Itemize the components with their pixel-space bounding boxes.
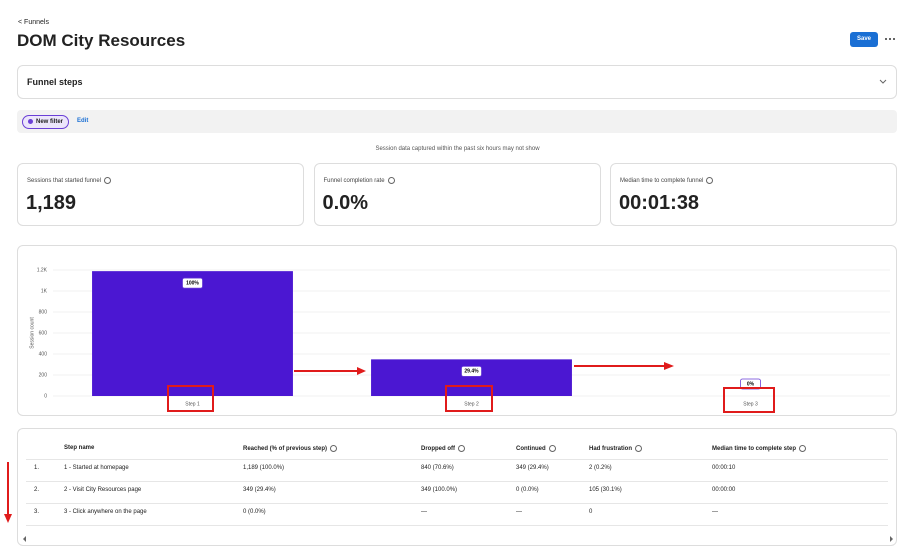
y-tick-label: 1K (41, 288, 48, 294)
bar-label: 29.4% (464, 369, 479, 375)
chart: Session count 0 200 400 600 800 1K 1.2K Step 1 1… (29, 267, 890, 407)
metric-label: Sessions that started funnel (27, 177, 112, 185)
column-header: Continued (516, 445, 556, 452)
table-cell: 105 (30.1%) (589, 487, 622, 493)
bar-label-box (461, 365, 482, 377)
table-cell: 0 (589, 509, 593, 515)
table-cell: 349 (100.0%) (421, 487, 458, 493)
bar (92, 271, 293, 396)
row-index: 3. (34, 509, 40, 515)
metric-card: Funnel completion rate 0.0% (313, 163, 601, 226)
row-index: 1. (34, 465, 40, 471)
y-tick-label: 200 (39, 372, 48, 378)
metric-label-text: Sessions that started funnel (27, 178, 102, 185)
y-axis-label: Session count (29, 317, 35, 349)
table-cell: 349 (29.4%) (243, 487, 276, 493)
metric-label: Funnel completion rate (324, 177, 395, 184)
table-cell: 1,189 (100.0%) (243, 465, 285, 471)
table-cell: 2 (0.2%) (589, 465, 612, 471)
metric-card: Median time to complete funnel 00:01:38 (610, 163, 897, 226)
bar-label: 0% (747, 381, 755, 387)
row-divider (26, 503, 888, 504)
table-cell: 00:00:10 (712, 465, 736, 471)
info-icon (799, 445, 807, 452)
edit-link[interactable]: Edit (77, 118, 89, 124)
filter-chip-text[interactable]: New filter (36, 119, 64, 125)
metric-value: 1,189 (26, 192, 77, 214)
bar-label-box (182, 277, 203, 289)
bar (371, 359, 572, 396)
y-tick-label: 400 (39, 351, 48, 357)
table-cell: 1 - Started at homepage (64, 465, 129, 471)
column-header-text: Reached (% of previous step) (243, 446, 328, 453)
breadcrumb[interactable]: < Funnels (18, 19, 49, 26)
x-tick-label: Step 3 (743, 401, 758, 407)
more-button[interactable] (884, 36, 896, 42)
column-header-text: Continued (516, 446, 546, 453)
bar-label: 100% (186, 280, 199, 286)
chart-panel: Session count 0 200 400 600 800 1K 1.2K Step 1 1… (17, 245, 897, 416)
table-cell: 0 (0.0%) (243, 509, 266, 515)
x-tick-label: Step 2 (464, 401, 479, 407)
metric-label: Median time to complete funnel (620, 177, 714, 185)
column-header: Median time to complete step (712, 445, 807, 453)
filter-bar: New filter Edit (17, 110, 897, 133)
info-icon (104, 177, 112, 184)
column-header: Had frustration (589, 445, 643, 453)
column-header: Step name (64, 445, 94, 451)
table-cell: 2 - Visit City Resources page (64, 487, 142, 493)
metric-card: Sessions that started funnel 1,189 (17, 163, 304, 226)
metric-value: 00:01:38 (619, 192, 700, 214)
metric-value: 0.0% (322, 192, 369, 214)
table-cell: — (516, 509, 522, 515)
row-index: 2. (34, 487, 40, 493)
table-cell: — (421, 509, 427, 515)
y-tick-label: 0 (44, 393, 47, 399)
column-header: Reached (% of previous step) (243, 445, 338, 453)
table-cell: 0 (0.0%) (516, 487, 539, 493)
column-header-text: Median time to complete step (712, 446, 797, 453)
info-icon (387, 177, 395, 184)
steps-table: Step name Reached (% of previous step) Dro… (17, 428, 897, 546)
panel-title: Funnel steps (27, 77, 83, 87)
y-tick-label: 600 (39, 330, 48, 336)
scrollbar[interactable] (20, 535, 896, 543)
y-tick-label: 1.2K (37, 267, 48, 273)
column-header-text: Step name (64, 445, 95, 451)
page-title: DOM City Resources (17, 31, 186, 50)
chevron[interactable] (879, 79, 887, 85)
notice: Session data captured within the past si… (375, 146, 540, 152)
table-cell: 349 (29.4%) (516, 465, 549, 471)
breadcrumb-text[interactable]: Funnels (24, 19, 49, 26)
table-cell: 840 (70.6%) (421, 465, 454, 471)
save-button[interactable]: Save (850, 32, 878, 47)
info-icon (458, 445, 465, 452)
info-icon (330, 445, 338, 452)
column-header: Dropped off (421, 445, 465, 452)
y-tick-label: 800 (39, 309, 48, 315)
metric-label-text: Funnel completion rate (323, 178, 385, 185)
table-cell: — (712, 509, 718, 515)
row-divider (26, 525, 888, 526)
x-tick-label: Step 1 (185, 401, 200, 407)
column-header-text: Had frustration (589, 446, 633, 453)
table-cell: 3 - Click anywhere on the page (64, 509, 147, 515)
filter-chip[interactable]: New filter (22, 115, 70, 129)
table-cell: 00:00:00 (712, 487, 736, 493)
info-icon (548, 445, 556, 452)
funnel-steps-panel[interactable]: Funnel steps (17, 65, 897, 99)
info-icon (635, 445, 643, 452)
metric-label-text: Median time to complete funnel (620, 178, 704, 185)
column-header-text: Dropped off (421, 446, 455, 453)
row-divider (26, 459, 888, 460)
row-divider (26, 481, 888, 482)
info-icon (706, 177, 714, 184)
